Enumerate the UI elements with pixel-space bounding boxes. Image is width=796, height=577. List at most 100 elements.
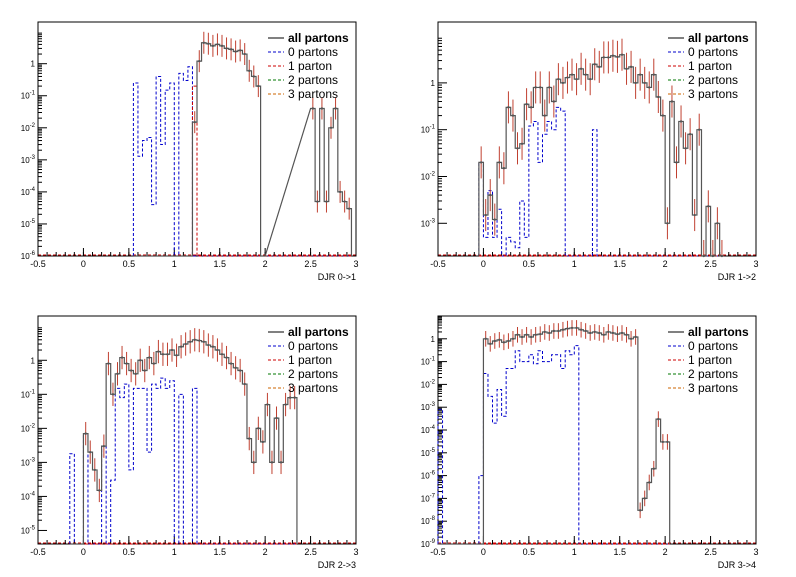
data-point	[561, 81, 565, 85]
y-tick-label: 10-1	[21, 389, 36, 399]
data-point	[675, 161, 678, 164]
legend-2-partons-label: 2 partons	[688, 367, 738, 381]
data-point	[629, 65, 633, 69]
data-point	[570, 73, 574, 76]
series-all-partons	[133, 42, 353, 257]
data-point	[625, 333, 628, 336]
data-point	[598, 65, 601, 69]
x-tick-label: 0.5	[123, 547, 136, 557]
legend-0-partons-label: 0 partons	[288, 45, 338, 59]
x-tick-label: 3	[353, 259, 358, 269]
y-tick-label: 10-3	[21, 155, 36, 165]
x-tick-label: -0.5	[30, 547, 46, 557]
x-tick-label: -0.5	[430, 547, 446, 557]
data-point	[270, 461, 274, 464]
data-point	[620, 331, 624, 335]
data-point	[179, 345, 183, 348]
data-point	[684, 147, 687, 150]
x-tick-label: 0.5	[123, 259, 136, 269]
legend-all-partons-label: all partons	[688, 31, 749, 45]
data-point	[534, 333, 537, 336]
data-point	[216, 348, 219, 352]
data-point	[525, 333, 528, 336]
data-point	[679, 120, 683, 123]
data-point	[602, 333, 606, 336]
data-point	[252, 75, 255, 78]
legend-2-partons-label: 2 partons	[688, 73, 738, 87]
y-tick-label: 10-8	[421, 516, 436, 526]
data-point	[288, 396, 292, 399]
data-point	[657, 95, 660, 99]
y-tick-label: 10-1	[421, 125, 436, 135]
y-tick-label: 10-5	[421, 448, 436, 458]
data-point	[643, 497, 646, 500]
data-point	[520, 335, 524, 339]
data-point	[120, 356, 124, 359]
data-point	[220, 44, 224, 48]
data-point	[211, 44, 215, 48]
x-tick-label: 0	[481, 547, 486, 557]
data-point	[620, 53, 624, 56]
y-tick-label: 10-1	[21, 91, 36, 101]
legend-2-partons-label: 2 partons	[288, 73, 338, 87]
data-point	[602, 56, 606, 59]
data-point	[593, 63, 596, 66]
legend-2-partons-label: 2 partons	[288, 367, 338, 381]
legend-all-partons-label: all partons	[288, 31, 349, 45]
x-axis-label: DJR 2->3	[318, 560, 356, 570]
x-tick-label: 2.5	[304, 259, 317, 269]
x-tick-label: -0.5	[30, 259, 46, 269]
x-tick-label: -0.5	[430, 259, 446, 269]
data-point	[279, 461, 283, 464]
y-tick-label: 10-3	[421, 402, 436, 412]
data-point	[275, 416, 278, 420]
x-tick-label: 2	[663, 259, 668, 269]
data-point	[166, 353, 169, 356]
data-point	[229, 48, 233, 51]
y-tick-label: 1	[431, 335, 436, 344]
data-point	[493, 339, 496, 343]
x-tick-label: 2	[263, 259, 268, 269]
data-point	[161, 353, 165, 356]
data-point	[611, 54, 615, 57]
data-point	[316, 200, 319, 203]
legend-3-partons-label: 3 partons	[288, 87, 338, 101]
data-point	[548, 331, 551, 335]
x-tick-label: 1	[172, 259, 177, 269]
data-point	[198, 339, 201, 342]
y-tick-label: 10-4	[421, 425, 436, 435]
data-point	[139, 359, 142, 362]
data-point	[584, 329, 587, 333]
y-tick-label: 10-1	[421, 357, 436, 367]
data-point	[716, 222, 719, 225]
data-point	[634, 335, 637, 339]
data-point	[548, 86, 551, 89]
data-point	[652, 467, 655, 470]
data-point	[625, 67, 628, 71]
data-point	[638, 509, 642, 512]
data-point	[507, 106, 510, 109]
data-point	[125, 362, 128, 365]
data-point	[502, 341, 506, 344]
data-point	[266, 403, 269, 406]
data-point	[198, 59, 201, 63]
data-point	[157, 350, 160, 353]
data-point	[148, 356, 151, 359]
data-point	[489, 193, 492, 197]
chart-panel-4: -0.5 0 0.5 1 1.5 2 2.5 3 DJR 3->4 10-9 10-8 10-7 10-…	[421, 315, 759, 570]
legend-3-partons-label: 3 partons	[288, 381, 338, 395]
data-point	[516, 147, 519, 150]
data-point	[525, 103, 528, 106]
x-tick-label: 0.5	[523, 547, 536, 557]
data-point	[98, 489, 101, 492]
data-point	[243, 52, 246, 56]
data-point	[575, 77, 578, 81]
data-point	[284, 403, 287, 406]
x-tick-label: 1.5	[613, 547, 626, 557]
y-tick-label: 10-2	[21, 423, 36, 433]
data-point	[498, 338, 501, 342]
data-point	[238, 369, 242, 372]
data-point	[648, 86, 651, 89]
data-point	[207, 343, 210, 347]
x-tick-label: 0	[81, 547, 86, 557]
